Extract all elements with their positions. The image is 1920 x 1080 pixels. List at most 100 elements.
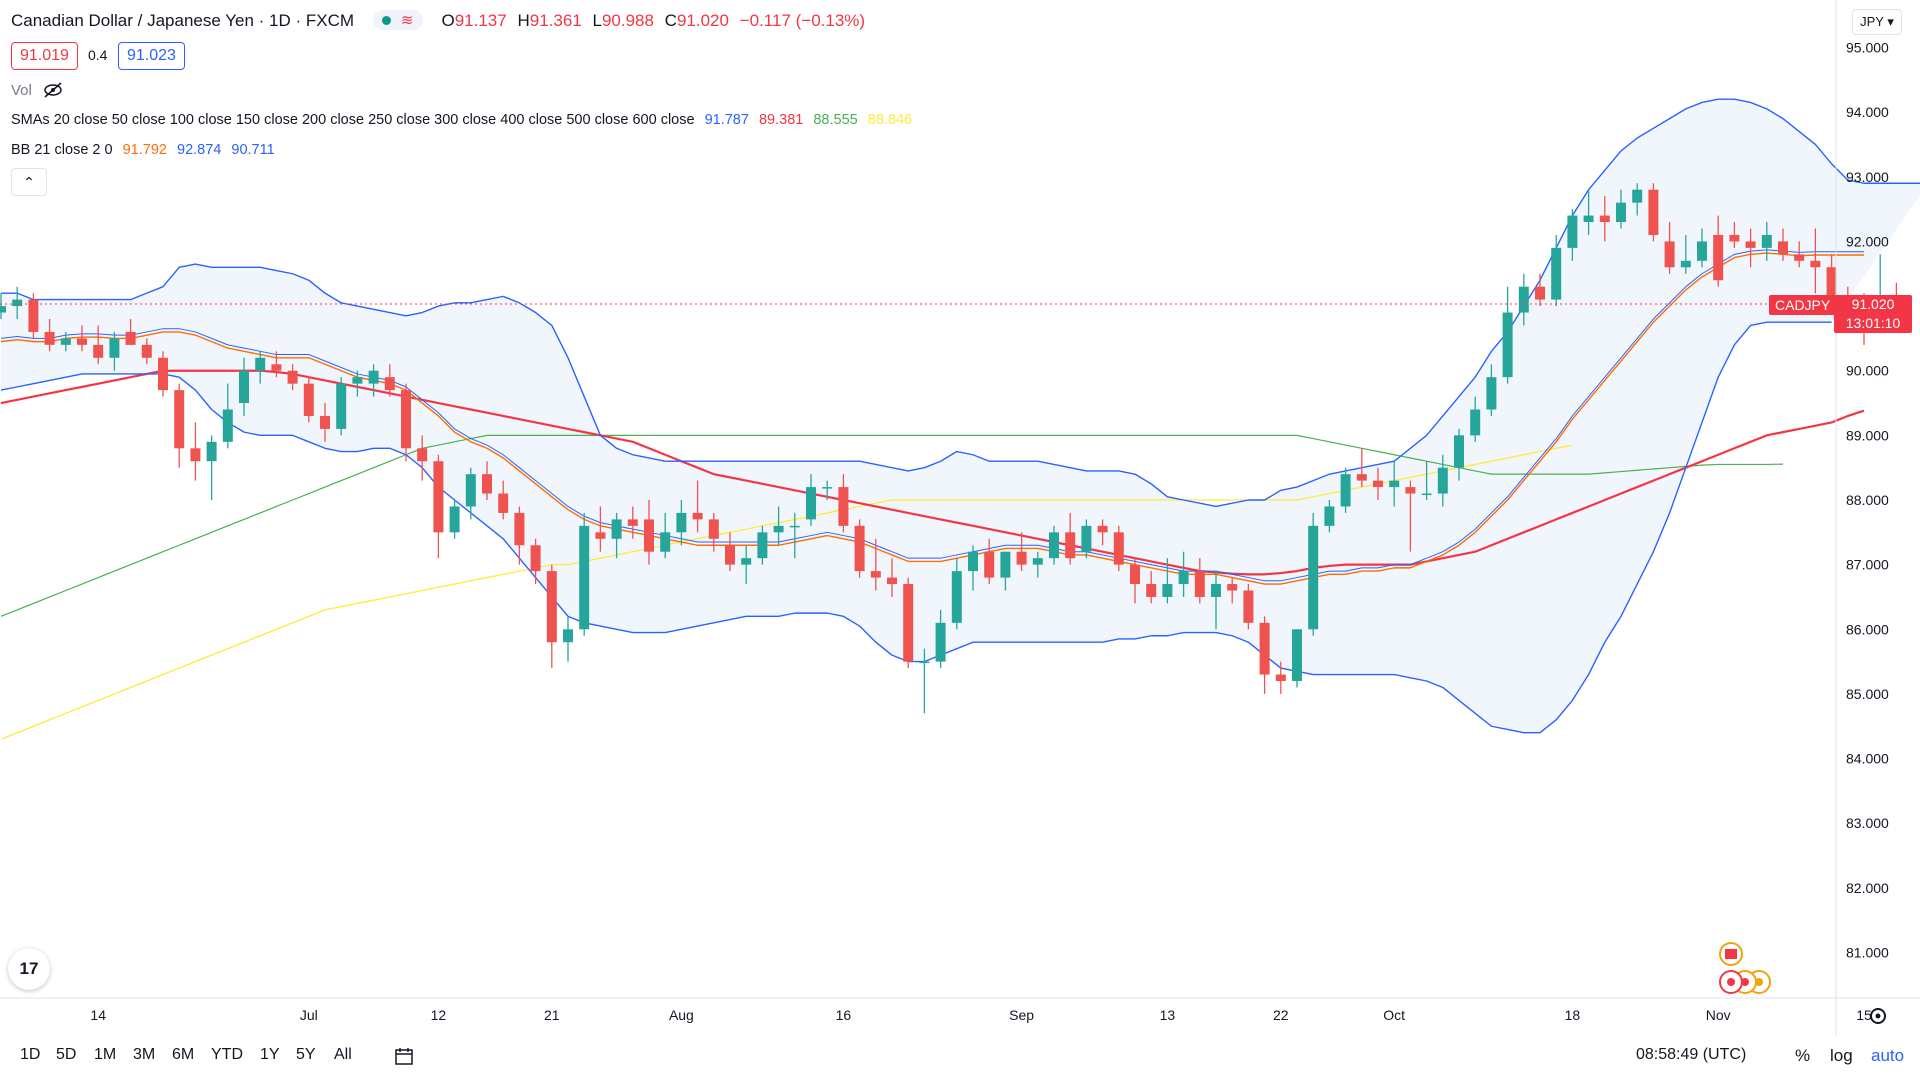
candle [1340, 467, 1351, 513]
symbol-tag: CADJPY [1769, 295, 1837, 315]
candle-body [725, 545, 735, 565]
volume-legend[interactable]: Vol [11, 82, 64, 99]
candle-body [1470, 409, 1481, 436]
candle-body [174, 390, 185, 449]
candle-body [644, 519, 654, 552]
range-ytd-button[interactable]: YTD [211, 1046, 243, 1063]
candle-body [514, 512, 525, 546]
ohlc-high: 91.361 [529, 11, 582, 30]
candle [1146, 571, 1157, 604]
candle [1486, 364, 1497, 416]
ohlc-open: 91.137 [454, 11, 507, 30]
range-5y-button[interactable]: 5Y [296, 1046, 316, 1063]
collapse-legend-button[interactable]: ⌃ [11, 168, 47, 196]
candle [433, 454, 444, 559]
candle [854, 519, 865, 578]
sell-button[interactable]: 91.019 [11, 42, 78, 70]
bb-upper-line [1, 98, 1920, 508]
candle [368, 364, 379, 397]
candle [1324, 500, 1335, 533]
sma100-line [0, 434, 1784, 617]
tradingview-logo[interactable]: 17 [8, 948, 50, 990]
symbol-title[interactable]: Canadian Dollar / Japanese Yen · 1D · FX… [11, 11, 355, 30]
auto-toggle[interactable]: auto [1871, 1046, 1905, 1065]
candle [12, 286, 23, 319]
candle-body [0, 306, 6, 313]
candle [530, 538, 541, 585]
candle-body [109, 338, 120, 358]
currency-select[interactable]: JPY ▾ [1852, 9, 1902, 35]
bb-lower-value: 90.711 [231, 142, 275, 158]
spread-value: 0.4 [88, 47, 108, 63]
price-axis[interactable]: 95.00094.00093.00092.00091.00090.00089.0… [1846, 40, 1889, 961]
candle [919, 648, 930, 714]
candle-body [1356, 474, 1367, 481]
candlestick-chart[interactable]: 95.00094.00093.00092.00091.00090.00089.0… [0, 0, 1920, 1036]
candle [1113, 525, 1124, 572]
candle-body [1162, 584, 1173, 597]
sma-value-4: 88.846 [867, 112, 913, 128]
event-icons[interactable] [1719, 942, 1771, 994]
event-icon-2-dot [1741, 978, 1749, 986]
candle-body [1194, 571, 1205, 597]
sma-legend[interactable]: SMAs 20 close 50 close 100 close 150 clo… [11, 112, 912, 128]
range-1y-button[interactable]: 1Y [260, 1046, 280, 1063]
chevron-down-icon: ▾ [1883, 14, 1894, 29]
candle [158, 351, 168, 397]
candle-body [1373, 480, 1383, 488]
log-toggle[interactable]: log [1830, 1046, 1853, 1065]
candle [384, 364, 395, 397]
chart-legend-title: Canadian Dollar / Japanese Yen · 1D · FX… [11, 10, 865, 31]
price-tick-label: 88.000 [1846, 492, 1889, 508]
candle [951, 558, 962, 630]
market-status-pill[interactable]: ≋ [372, 10, 423, 30]
range-3m-button[interactable]: 3M [133, 1046, 156, 1063]
candle-body [951, 571, 962, 623]
date-range-icon[interactable] [393, 1046, 417, 1068]
range-all-button[interactable]: All [334, 1046, 352, 1063]
candle-body [77, 338, 87, 345]
candle-body [1000, 551, 1011, 578]
candle [773, 506, 784, 546]
candle-body [1308, 525, 1319, 630]
candle [174, 383, 185, 468]
buy-button[interactable]: 91.023 [118, 42, 185, 70]
candle [1745, 228, 1756, 268]
ohlc-change: −0.117 (−0.13%) [739, 11, 866, 30]
candle [190, 422, 201, 481]
candle [77, 325, 87, 352]
candle [676, 500, 687, 546]
candle-body [1648, 189, 1659, 235]
candle [222, 383, 233, 449]
candle-body [384, 377, 395, 391]
sma-value-1: 91.787 [704, 112, 749, 128]
range-6m-button[interactable]: 6M [172, 1046, 195, 1063]
candle-body [1745, 241, 1756, 248]
time-axis[interactable]: 14 Jul 12 21 Aug 16 Sep 13 22 Oct 18 Nov 15 [90, 1007, 1872, 1023]
candle [1697, 228, 1707, 268]
candle [968, 545, 978, 591]
range-5d-button[interactable]: 5D [56, 1046, 77, 1063]
range-1d-button[interactable]: 1D [20, 1046, 41, 1063]
candle [465, 467, 476, 520]
bb-legend[interactable]: BB 21 close 2 0 91.792 92.874 90.711 [11, 142, 275, 158]
time-tick-label: 15 [1856, 1007, 1872, 1023]
percent-toggle[interactable]: % [1795, 1046, 1811, 1065]
utc-clock[interactable]: 08:58:49 (UTC) [1636, 1046, 1747, 1063]
candle [757, 525, 768, 565]
candle [1405, 480, 1416, 552]
candle [708, 512, 719, 552]
candle-body [1146, 584, 1157, 597]
gear-icon[interactable] [1870, 1008, 1886, 1024]
time-tick-label: 14 [90, 1007, 106, 1023]
candle-body [44, 331, 55, 345]
candle-body [465, 474, 476, 507]
bb-basis-line [0, 252, 1864, 585]
candle-body [806, 487, 816, 520]
candle-body [1016, 551, 1027, 565]
candle-body [158, 357, 168, 391]
candle-body [1567, 215, 1578, 248]
sma20-line [0, 249, 1864, 582]
range-1m-button[interactable]: 1M [94, 1046, 117, 1063]
hidden-eye-icon[interactable] [42, 82, 64, 98]
